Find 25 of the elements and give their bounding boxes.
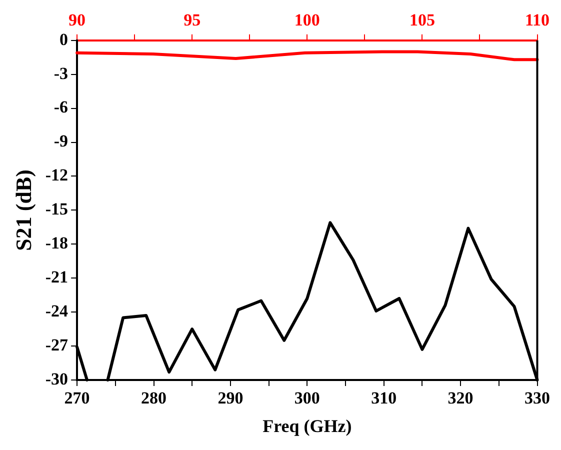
x2-tick-label: 100	[294, 10, 320, 30]
x-tick-label: 290	[218, 388, 244, 408]
y-tick-label: -3	[54, 64, 68, 83]
x2-tick-label: 90	[68, 10, 86, 30]
y-tick-label: -18	[45, 234, 68, 253]
y-tick-label: -9	[54, 132, 68, 151]
x-tick-label: 280	[141, 388, 167, 408]
y-tick-label: -27	[45, 335, 69, 354]
x-tick-label: 300	[294, 388, 320, 408]
y-tick-label: 0	[60, 30, 68, 49]
x2-tick-label: 110	[524, 10, 550, 30]
x-tick-label: 310	[371, 388, 397, 408]
x-tick-label: 330	[524, 388, 550, 408]
x2-tick-label: 95	[184, 10, 201, 30]
x-tick-label: 320	[448, 388, 474, 408]
x-axis-title: Freq (GHz)	[262, 416, 352, 436]
y-axis-title: S21 (dB)	[10, 170, 36, 251]
x2-tick-label: 105	[409, 10, 435, 30]
y-tick-label: -30	[45, 369, 68, 388]
y-tick-label: -21	[45, 268, 68, 287]
y-tick-label: -24	[45, 301, 69, 320]
x-tick-label: 270	[64, 388, 90, 408]
y-tick-label: -15	[45, 200, 68, 219]
y-tick-label: -12	[45, 166, 68, 185]
y-tick-label: -6	[54, 98, 68, 117]
